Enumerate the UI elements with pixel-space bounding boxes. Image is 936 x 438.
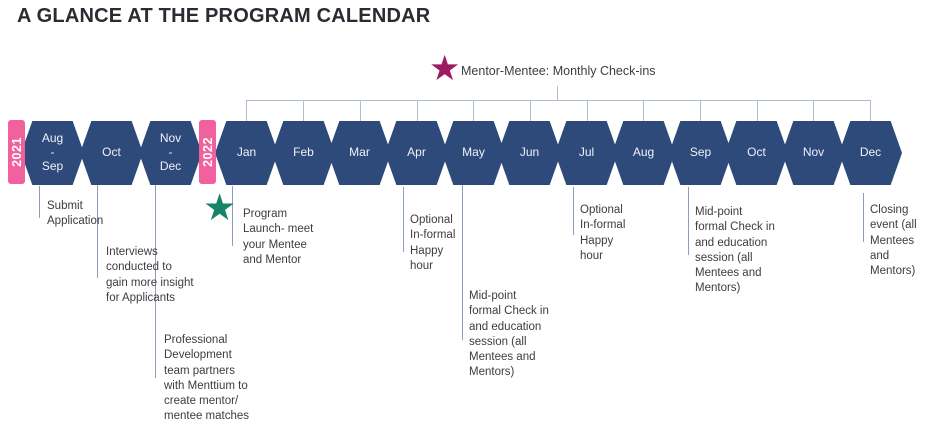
event-note-midpoint-may: Mid-point formal Check in and education … [469, 290, 549, 379]
hexagon-aug: Aug [612, 121, 675, 185]
hexagon-sep: Sep [669, 121, 732, 185]
bracket-horizontal-line [246, 100, 871, 101]
month-label: Sep [689, 145, 712, 160]
bracket-tick-may [473, 100, 474, 131]
month-label: Aug [632, 145, 655, 160]
month-label: Jun [519, 145, 540, 160]
month-label: Nov - Dec [159, 131, 182, 173]
program-launch-star-icon: ★ [203, 187, 237, 228]
note-line-dec [863, 193, 864, 242]
event-note-submit-application: Submit Application [47, 200, 104, 228]
month-label: Jan [236, 145, 257, 160]
bracket-tick-sep [700, 100, 701, 131]
month-label: Oct [747, 145, 766, 160]
bracket-tick-dec [870, 100, 871, 131]
year-bar-2022: 2022 [199, 120, 216, 184]
event-note-interviews: Interviews conducted to gain more insigh… [106, 246, 194, 304]
bracket-tick-feb [303, 100, 304, 131]
month-label: Dec [859, 145, 882, 160]
hexagon-dec: Dec [839, 121, 902, 185]
hexagon-oct: Oct [725, 121, 788, 185]
year-label-2022: 2022 [200, 137, 215, 167]
hexagon-jun: Jun [498, 121, 561, 185]
hexagon-mar: Mar [328, 121, 391, 185]
bracket-tick-mar [360, 100, 361, 131]
note-line-nov-dec [155, 184, 156, 378]
bracket-tick-jan [246, 100, 247, 131]
event-note-closing-event: Closing event (all Mentees and Mentors) [870, 204, 917, 278]
note-line-aug-sep [39, 186, 40, 218]
hexagon-nov-dec-2021: Nov - Dec [139, 121, 202, 185]
hexagon-jul: Jul [555, 121, 618, 185]
month-label: Nov [802, 145, 825, 160]
hexagon-may: May [442, 121, 505, 185]
note-line-may [462, 184, 463, 340]
bracket-tick-jun [530, 100, 531, 131]
month-label: Jul [578, 145, 595, 160]
event-note-midpoint-sep: Mid-point formal Check in and education … [695, 206, 775, 295]
event-note-program-launch: Program Launch- meet your Mentee and Men… [243, 208, 314, 266]
note-line-oct-2021 [97, 184, 98, 278]
month-label: Mar [349, 145, 370, 160]
hexagon-nov: Nov [782, 121, 845, 185]
bracket-tick-nov [813, 100, 814, 131]
page-title: A GLANCE AT THE PROGRAM CALENDAR [17, 5, 431, 27]
checkins-legend-label: Mentor-Mentee: Monthly Check-ins [461, 64, 656, 78]
month-label: Oct [102, 145, 121, 160]
hexagon-apr: Apr [385, 121, 448, 185]
note-line-jan [232, 186, 233, 246]
event-note-happy-hour-jul: Optional In-formal Happy hour [580, 204, 626, 262]
hexagon-aug-sep-2021: Aug - Sep [21, 121, 84, 185]
year-label-2021: 2021 [9, 137, 24, 167]
note-line-sep [688, 187, 689, 255]
month-label: Feb [293, 145, 314, 160]
month-label: May [462, 145, 485, 160]
month-label: Aug - Sep [41, 131, 64, 173]
bracket-tick-jul [587, 100, 588, 131]
hexagon-oct-2021: Oct [80, 121, 143, 185]
note-line-apr [403, 187, 404, 252]
event-note-happy-hour-apr: Optional In-formal Happy hour [410, 214, 456, 272]
bracket-tick-aug [643, 100, 644, 131]
bracket-stem-line [557, 86, 558, 100]
event-note-matching: Professional Development team partners w… [164, 334, 250, 423]
year-bar-2021: 2021 [8, 120, 25, 184]
bracket-tick-apr [417, 100, 418, 131]
bracket-tick-oct [757, 100, 758, 131]
month-label: Apr [407, 145, 426, 160]
note-line-jul [573, 187, 574, 235]
checkins-star-icon: ★ [429, 49, 461, 88]
hexagon-feb: Feb [272, 121, 335, 185]
hexagon-jan: Jan [215, 121, 278, 185]
